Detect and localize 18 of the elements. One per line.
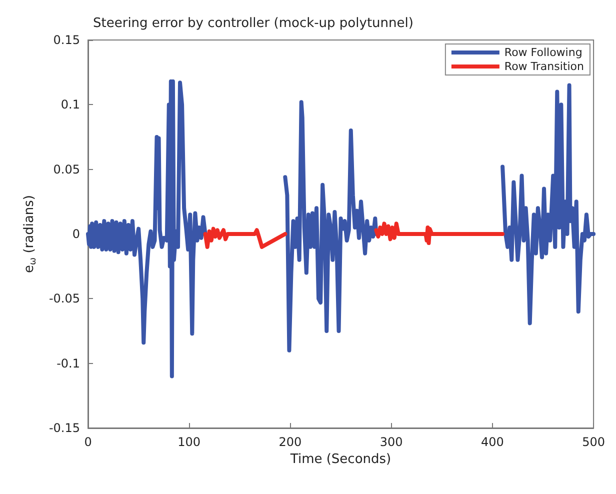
x-tick-label: 400 (480, 435, 504, 449)
y-tick-label: 0.15 (53, 33, 80, 47)
chart-title: Steering error by controller (mock-up polytunnel) (93, 16, 414, 31)
y-tick-label: -0.05 (48, 292, 80, 306)
x-tick-label: 100 (178, 435, 201, 449)
y-tick-label: 0.05 (53, 162, 80, 176)
x-tick-label: 300 (380, 435, 403, 449)
x-tick-label: 0 (84, 435, 92, 449)
x-tick-label: 500 (582, 435, 605, 449)
y-tick-label: -0.1 (56, 356, 80, 370)
legend-label: Row Following (504, 46, 582, 59)
y-tick-label: -0.15 (48, 421, 80, 435)
y-tick-label: 0 (72, 227, 80, 241)
x-tick-label: 200 (278, 435, 302, 449)
legend-label: Row Transition (504, 60, 584, 73)
x-axis-title: Time (Seconds) (289, 452, 392, 467)
y-tick-label: 0.1 (60, 98, 80, 112)
y-axis-title: eω (radians) (22, 195, 39, 273)
